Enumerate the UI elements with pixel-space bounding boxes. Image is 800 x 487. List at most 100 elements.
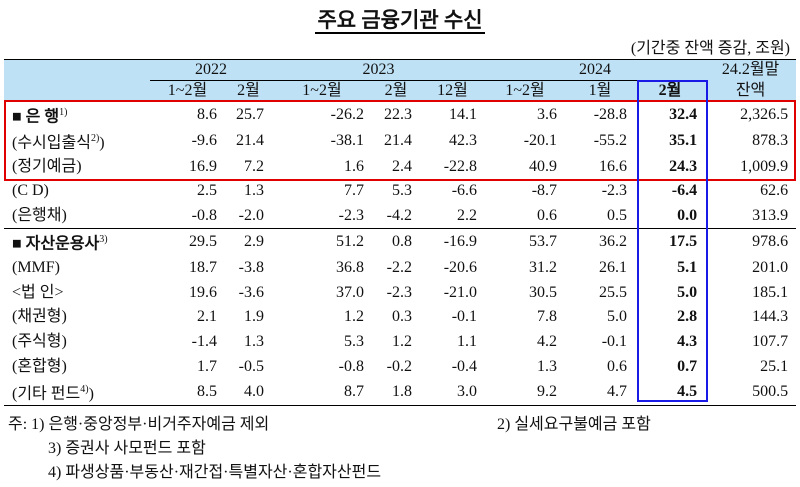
cell: 36.8 <box>336 258 364 276</box>
cell: 22.3 <box>384 105 412 123</box>
cell: 3.0 <box>420 378 486 407</box>
cell: 1.6 <box>344 157 364 175</box>
row-label: <법 인> <box>4 280 150 305</box>
row-label: (은행채) <box>4 203 150 230</box>
cell: 16.6 <box>599 157 628 175</box>
cell: -2.3 <box>601 182 628 200</box>
cell: 144.3 <box>752 308 789 326</box>
cell: -0.2 <box>386 357 412 375</box>
cell: 5.3 <box>392 182 412 200</box>
cell: 4.0 <box>225 378 272 407</box>
title-text: 주요 금융기관 수신 <box>315 8 485 34</box>
table-row: (정기예금) 16.9 7.2 1.6 2.4 -22.8 40.9 16.6 24.3 1,00… <box>4 154 796 179</box>
footnote: 주: 1) 은행·중앙정부·비거주자예금 제외 <box>8 416 270 433</box>
footnote: 3) 증권사 사모펀드 포함 <box>48 440 206 457</box>
cell: 35.1 <box>669 131 698 149</box>
row-label: (기타 펀드4)) <box>4 378 150 407</box>
cell: 25.1 <box>760 357 789 375</box>
cell: 24.3 <box>669 157 698 175</box>
cell: 42.3 <box>449 131 478 149</box>
cell: 32.4 <box>669 105 698 123</box>
header-blank <box>4 59 150 102</box>
cell: 1.2 <box>392 332 412 350</box>
table-row: ■ 자산운용사3) 29.5 2.9 51.2 0.8 -16.9 53.7 36.2 17.5… <box>4 229 796 256</box>
cell: 8.6 <box>197 105 217 123</box>
footnote: 2) 실세요구불예금 포함 <box>497 416 651 433</box>
cell: -2.3 <box>272 203 372 230</box>
cell: 2.1 <box>197 308 217 326</box>
cell: 5.1 <box>677 258 698 276</box>
cell: 16.9 <box>189 157 217 175</box>
row-label: (채권형) <box>4 305 150 330</box>
row-label-text: (C D) <box>12 182 49 200</box>
cell: 8.5 <box>150 378 225 407</box>
footnote-ref: 1) <box>59 106 68 118</box>
cell: 107.7 <box>752 332 789 350</box>
row-label-text: (정기예금) <box>12 157 82 175</box>
cell: 1.3 <box>537 357 558 375</box>
row-label: ■ 은 행1) <box>4 102 150 128</box>
cell: -6.6 <box>451 182 478 200</box>
cell: 185.1 <box>752 283 789 301</box>
cell: 2.5 <box>197 182 217 200</box>
table-row: ■ 은 행1) 8.6 25.7 -26.2 22.3 14.1 3.6 -28.8 32.4 2… <box>4 102 796 128</box>
cell: -0.1 <box>601 332 628 350</box>
cell: 500.5 <box>705 378 797 407</box>
header-column: 1월 <box>565 80 636 102</box>
cell: 1.9 <box>244 308 264 326</box>
header-column: 2월 <box>225 80 272 102</box>
row-label: ■ 자산운용사3) <box>4 229 150 256</box>
cell: 313.9 <box>705 203 797 230</box>
cell: 878.3 <box>752 131 789 149</box>
row-label: (C D) <box>4 179 150 204</box>
cell: 201.0 <box>752 258 789 276</box>
cell: -22.8 <box>443 157 478 175</box>
cell: 1.2 <box>344 308 364 326</box>
cell: 1.7 <box>197 357 217 375</box>
cell: -9.6 <box>191 131 217 149</box>
cell: 14.1 <box>449 105 478 123</box>
cell: 17.5 <box>669 233 698 251</box>
cell: 978.6 <box>752 233 789 251</box>
cell: 2.9 <box>244 233 264 251</box>
table-row: (채권형) 2.1 1.9 1.2 0.3 -0.1 7.8 5.0 2.8 144.3 <box>4 305 796 330</box>
cell: 4.2 <box>537 332 558 350</box>
row-label-tail: ) <box>99 134 105 152</box>
row-label-text: (주식형) <box>12 332 67 350</box>
cell: -6.4 <box>671 182 698 200</box>
cell: -28.8 <box>593 105 628 123</box>
cell: -0.8 <box>150 203 225 230</box>
cell: 2.4 <box>392 157 412 175</box>
cell: -20.1 <box>523 131 558 149</box>
cell: 0.0 <box>635 203 706 230</box>
row-label-text: ■ 은 행 <box>12 107 60 125</box>
cell: 29.5 <box>189 233 217 251</box>
cell: 1.1 <box>457 332 478 350</box>
table-row: (MMF) 18.7 -3.8 36.8 -2.2 -20.6 31.2 26.1 5.1 201… <box>4 256 796 281</box>
cell: 25.5 <box>599 283 628 301</box>
row-label-text: (혼합형) <box>12 357 67 375</box>
cell: 21.4 <box>236 131 264 149</box>
cell: -20.6 <box>443 258 478 276</box>
header-column: 2월 <box>372 80 420 102</box>
footnote-ref: 3) <box>99 234 108 246</box>
footnote-ref: 4) <box>80 383 89 395</box>
cell: 8.7 <box>272 378 372 407</box>
header-column: 1~2월 <box>272 80 372 102</box>
cell: 37.0 <box>336 283 364 301</box>
cell: 5.3 <box>344 332 364 350</box>
row-label-text: (채권형) <box>12 308 67 326</box>
cell: 4.3 <box>677 332 698 350</box>
header-row: 2022 2023 2024 24.2월말 <box>4 59 797 102</box>
row-label-text: <법 인> <box>12 283 64 301</box>
header-column: 1~2월 <box>150 80 225 102</box>
title: 주요 금융기관 수신 <box>0 4 800 34</box>
cell: 0.3 <box>392 308 412 326</box>
header-group: 2023 <box>272 59 486 81</box>
table: 2022 2023 2024 24.2월말 1~2월 2월 1~2월 2월 12월 1~2월 1월… <box>4 59 797 407</box>
cell: 7.8 <box>537 308 558 326</box>
cell: 9.2 <box>485 378 566 407</box>
table-header: 2022 2023 2024 24.2월말 1~2월 2월 1~2월 2월 12월 1~2월 1월… <box>4 59 797 102</box>
cell: 21.4 <box>384 131 412 149</box>
